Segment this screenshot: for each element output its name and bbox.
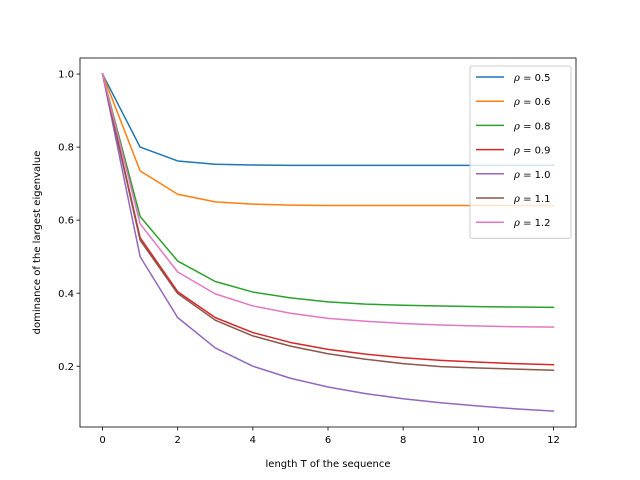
series-layer [101,73,555,412]
series-line-2 [101,73,555,309]
y-tick-label: 0.4 [58,289,74,300]
legend-value: 0.6 [535,97,551,108]
legend-entry-5: ρ = 1.1 [513,194,551,205]
legend-entry-2: ρ = 0.8 [513,121,551,132]
legend-equals: = [520,218,535,229]
legend-symbol: ρ [513,218,520,229]
legend-entry-3: ρ = 0.9 [513,146,551,157]
series-line-5 [101,73,555,371]
legend-value: 1.2 [535,218,551,229]
x-tick-label: 10 [472,435,485,446]
legend-equals: = [520,121,535,132]
legend: ρ = 0.5ρ = 0.6ρ = 0.8ρ = 0.9ρ = 1.0ρ = 1… [469,65,572,239]
y-tick-label: 0.8 [58,143,74,154]
legend-value: 0.5 [535,73,551,84]
legend-value: 1.1 [535,194,551,205]
y-axis-label: dominance of the largest eigenvalue [32,151,43,335]
x-tick-label: 0 [99,435,105,446]
legend-equals: = [520,194,535,205]
x-tick-label: 8 [400,435,406,446]
legend-entry-6: ρ = 1.2 [513,218,551,229]
legend-frame [469,65,572,239]
series-line-6 [101,73,555,328]
x-tick-label: 4 [250,435,256,446]
y-tick-label: 1.0 [58,70,74,81]
y-tick-label: 0.6 [58,216,74,227]
legend-equals: = [520,146,535,157]
legend-symbol: ρ [513,194,520,205]
legend-value: 0.8 [535,121,551,132]
legend-symbol: ρ [513,121,520,132]
legend-equals: = [520,170,535,181]
legend-equals: = [520,97,535,108]
x-axis-label: length T of the sequence [266,459,391,470]
series-line-3 [101,73,555,366]
series-line-4 [101,73,555,412]
x-tick-label: 2 [175,435,181,446]
y-axis: 0.2 0.4 0.6 0.8 1.0 [58,70,80,373]
x-tick-label: 6 [325,435,331,446]
legend-entry-0: ρ = 0.5 [513,73,551,84]
legend-entry-4: ρ = 1.0 [513,170,551,181]
legend-entry-1: ρ = 0.6 [513,97,551,108]
x-axis: 0 2 4 6 8 10 12 [99,427,560,446]
legend-value: 0.9 [535,146,551,157]
legend-symbol: ρ [513,97,520,108]
y-tick-label: 0.2 [58,362,74,373]
legend-value: 1.0 [535,170,551,181]
legend-equals: = [520,73,535,84]
x-tick-label: 12 [547,435,560,446]
legend-symbol: ρ [513,170,520,181]
legend-symbol: ρ [513,73,520,84]
legend-symbol: ρ [513,146,520,157]
